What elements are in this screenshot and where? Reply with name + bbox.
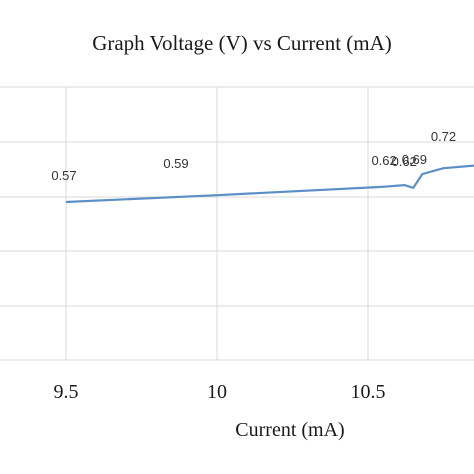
series-line [65,164,474,204]
data-label: 0.62 [371,153,396,168]
x-tick-label: 10 [207,381,227,403]
x-axis-label: Current (mA) [235,419,344,441]
chart-title: Graph Voltage (V) vs Current (mA) [92,31,392,55]
x-ticks: 9.5 10 10.5 [54,381,386,403]
x-tick-label: 10.5 [351,381,386,403]
data-label: 0.72 [431,129,456,144]
x-tick-label: 9.5 [54,381,79,403]
data-label: 0.59 [163,156,188,171]
data-label: 0.69 [402,152,427,167]
data-label: 0.62 [392,154,417,169]
data-label: 0.57 [51,168,76,183]
gridlines [0,86,474,361]
series-layer [65,164,474,204]
data-labels: 0.570.59 0.620.620.690.72 [51,129,456,183]
